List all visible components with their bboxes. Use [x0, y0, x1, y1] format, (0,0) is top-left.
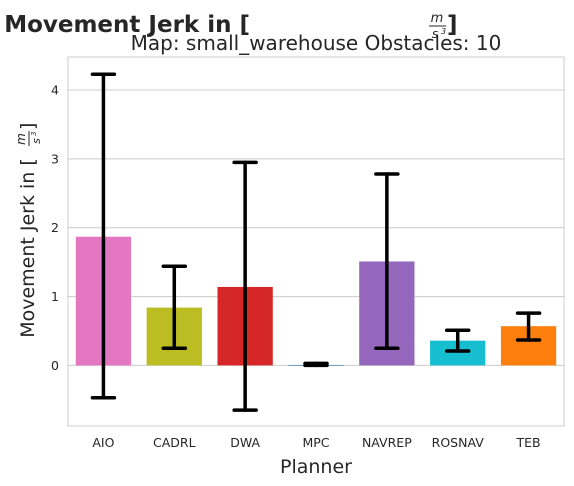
- y-axis-numerator: m: [14, 133, 28, 145]
- x-tick-label: NAVREP: [362, 435, 412, 450]
- chart-title-suffix: ]: [447, 12, 458, 38]
- x-tick-label: AIO: [92, 435, 114, 450]
- y-axis-denominator: s: [30, 138, 43, 144]
- x-tick-label: DWA: [230, 435, 260, 450]
- y-axis-label-text: Movement Jerk in [: [17, 158, 39, 338]
- x-axis-label: Planner: [280, 456, 352, 478]
- x-tick-label: CADRL: [153, 435, 196, 450]
- y-axis-label: Movement Jerk in [ m s 3 ]: [14, 123, 43, 338]
- plot-area: [67, 56, 565, 427]
- title-exponent: 3: [441, 27, 446, 36]
- x-tick-labels: AIO CADRL DWA MPC NAVREP ROSNAV TEB: [92, 435, 540, 450]
- y-axis-label-suffix: ]: [17, 123, 39, 130]
- title-denominator: s: [432, 27, 438, 41]
- y-tick-label: 3: [51, 151, 59, 166]
- chart-subtitle: Map: small_warehouse Obstacles: 10: [131, 31, 502, 55]
- chart-title: Movement Jerk in [: [4, 12, 250, 38]
- x-tick-label: MPC: [302, 435, 329, 450]
- y-tick-label: 4: [51, 83, 59, 98]
- x-tick-label: TEB: [516, 435, 541, 450]
- y-tick-label: 2: [51, 220, 59, 235]
- error-bars: [90, 72, 542, 412]
- y-tick-label: 0: [51, 358, 59, 373]
- y-tick-label: 1: [51, 289, 59, 304]
- chart-title-fraction: m s 3: [429, 11, 446, 41]
- title-numerator: m: [431, 11, 444, 26]
- y-axis-exponent: 3: [30, 132, 38, 136]
- grid-lines: [68, 89, 564, 366]
- x-tick-label: ROSNAV: [432, 435, 485, 450]
- y-tick-labels: 0 1 2 3 4: [51, 83, 59, 373]
